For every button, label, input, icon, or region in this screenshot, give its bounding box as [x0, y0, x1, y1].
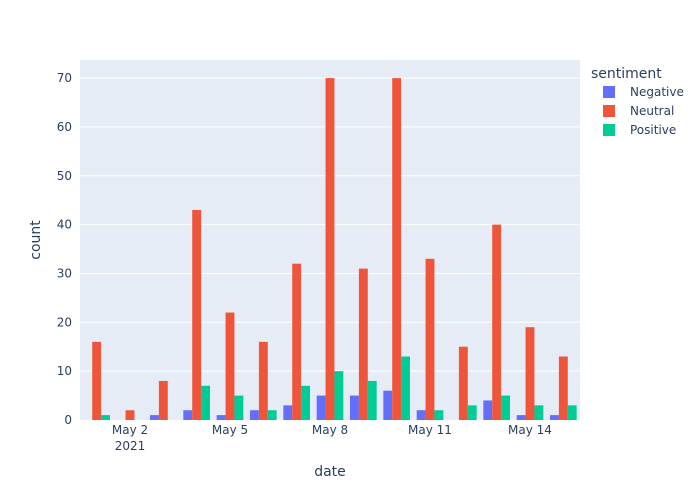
bar-negative	[150, 415, 159, 420]
y-tick-label: 60	[57, 120, 72, 134]
x-tick-label: May 11	[408, 423, 452, 437]
bar-neutral	[425, 258, 435, 420]
legend-swatch-negative	[603, 86, 615, 98]
y-axis-title: count	[28, 220, 44, 260]
bar-neutral	[458, 346, 468, 420]
bar-negative	[283, 405, 293, 420]
bar-negative	[183, 410, 193, 420]
y-tick-label: 10	[57, 364, 72, 378]
bar-neutral	[525, 327, 535, 420]
bar-neutral	[192, 209, 202, 420]
bars	[92, 78, 577, 420]
x-tick-label: May 8	[312, 423, 348, 437]
y-axis-ticks: 0 10 20 30 40 50 60 70	[57, 71, 72, 427]
bar-positive	[467, 405, 477, 420]
bar-neutral	[225, 312, 235, 420]
legend: sentiment Negative Neutral Positive	[591, 66, 684, 137]
x-tick-label: May 2	[112, 423, 148, 437]
bar-negative	[416, 410, 426, 420]
bar-negative	[483, 400, 493, 420]
bar-neutral	[158, 380, 168, 420]
x-tick-label: May 5	[212, 423, 248, 437]
y-tick-label: 70	[57, 71, 72, 85]
bar-negative	[383, 390, 393, 420]
legend-title: sentiment	[591, 66, 662, 82]
legend-swatch-positive	[603, 124, 615, 136]
y-tick-label: 20	[57, 315, 72, 329]
bar-positive	[334, 371, 344, 420]
bar-neutral	[292, 263, 302, 420]
y-tick-label: 0	[64, 413, 72, 427]
bar-neutral	[258, 341, 268, 420]
bar-neutral	[558, 356, 568, 420]
bar-negative	[250, 410, 259, 420]
bar-negative	[550, 415, 559, 420]
x-axis-title: date	[314, 464, 346, 480]
bar-neutral	[125, 410, 135, 420]
x-tick-label: May 14	[508, 423, 552, 437]
legend-swatch-neutral	[603, 105, 615, 117]
bar-positive	[234, 395, 244, 420]
bar-positive	[201, 385, 210, 420]
bar-neutral	[492, 224, 502, 420]
bar-positive	[367, 380, 377, 420]
legend-label-negative: Negative	[630, 85, 684, 99]
bar-positive	[301, 385, 310, 420]
bar-negative	[350, 395, 359, 420]
bar-positive	[534, 405, 544, 420]
bar-neutral	[392, 78, 402, 420]
bar-positive	[267, 410, 277, 420]
legend-label-positive: Positive	[630, 123, 676, 137]
bar-negative	[516, 415, 526, 420]
bar-positive	[101, 415, 110, 420]
bar-neutral	[358, 268, 368, 420]
bar-neutral	[92, 341, 102, 420]
bar-positive	[401, 356, 410, 420]
legend-label-neutral: Neutral	[630, 104, 674, 118]
bar-negative	[316, 395, 326, 420]
bar-negative	[216, 415, 226, 420]
bar-positive	[567, 405, 577, 420]
bar-positive	[501, 395, 510, 420]
y-tick-label: 40	[57, 218, 72, 232]
bar-positive	[434, 410, 444, 420]
y-tick-label: 50	[57, 169, 72, 183]
x-tick-year-label: 2021	[115, 439, 146, 453]
y-tick-label: 30	[57, 266, 72, 280]
bar-neutral	[325, 78, 335, 420]
x-axis-ticks: May 2 2021 May 5 May 8 May 11 May 14	[112, 423, 552, 453]
